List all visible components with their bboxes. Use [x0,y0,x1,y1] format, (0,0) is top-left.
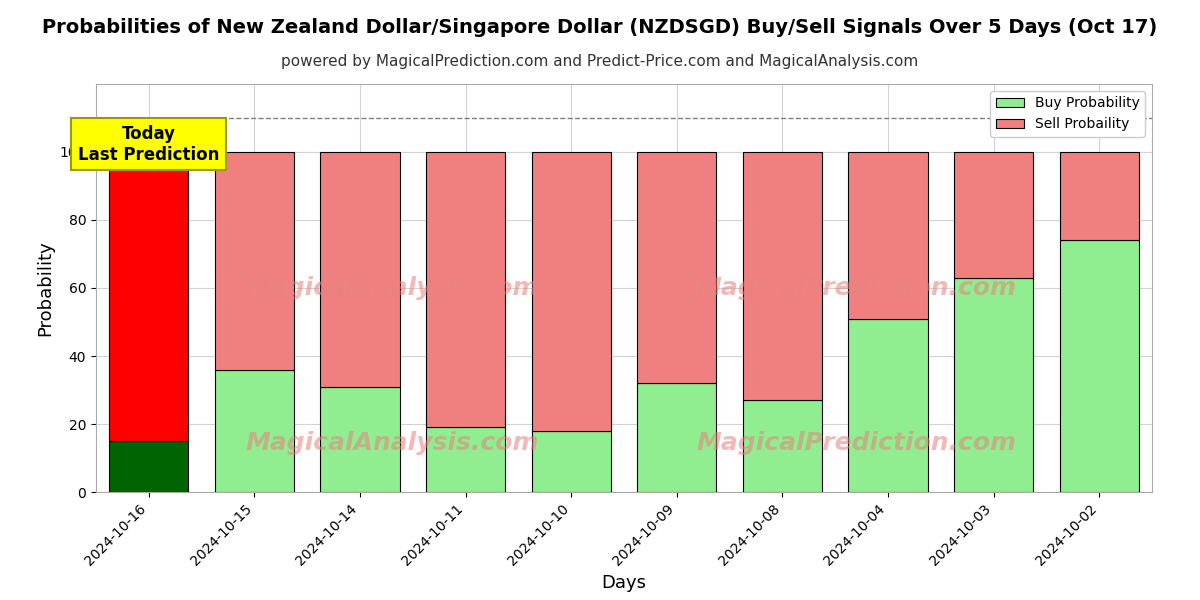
Bar [109,441,188,492]
Bar [532,431,611,492]
Bar [848,152,928,319]
Bar [954,278,1033,492]
Bar [215,370,294,492]
Bar [320,152,400,386]
Bar [109,152,188,441]
Text: MagicalPrediction.com: MagicalPrediction.com [696,276,1016,300]
Bar [426,152,505,427]
Text: MagicalPrediction.com: MagicalPrediction.com [696,431,1016,455]
Text: MagicalAnalysis.com: MagicalAnalysis.com [245,431,539,455]
Text: Probabilities of New Zealand Dollar/Singapore Dollar (NZDSGD) Buy/Sell Signals O: Probabilities of New Zealand Dollar/Sing… [42,18,1158,37]
Bar [848,319,928,492]
Legend: Buy Probability, Sell Probaility: Buy Probability, Sell Probaility [990,91,1145,137]
Bar [954,152,1033,278]
Bar [1060,241,1139,492]
Bar [320,386,400,492]
Text: powered by MagicalPrediction.com and Predict-Price.com and MagicalAnalysis.com: powered by MagicalPrediction.com and Pre… [281,54,919,69]
Text: Today
Last Prediction: Today Last Prediction [78,125,220,164]
Bar [215,152,294,370]
Bar [743,152,822,400]
Bar [637,152,716,383]
Y-axis label: Probability: Probability [36,240,54,336]
Text: MagicalAnalysis.com: MagicalAnalysis.com [245,276,539,300]
X-axis label: Days: Days [601,574,647,592]
Bar [1060,152,1139,241]
Bar [637,383,716,492]
Bar [532,152,611,431]
Bar [743,400,822,492]
Bar [426,427,505,492]
